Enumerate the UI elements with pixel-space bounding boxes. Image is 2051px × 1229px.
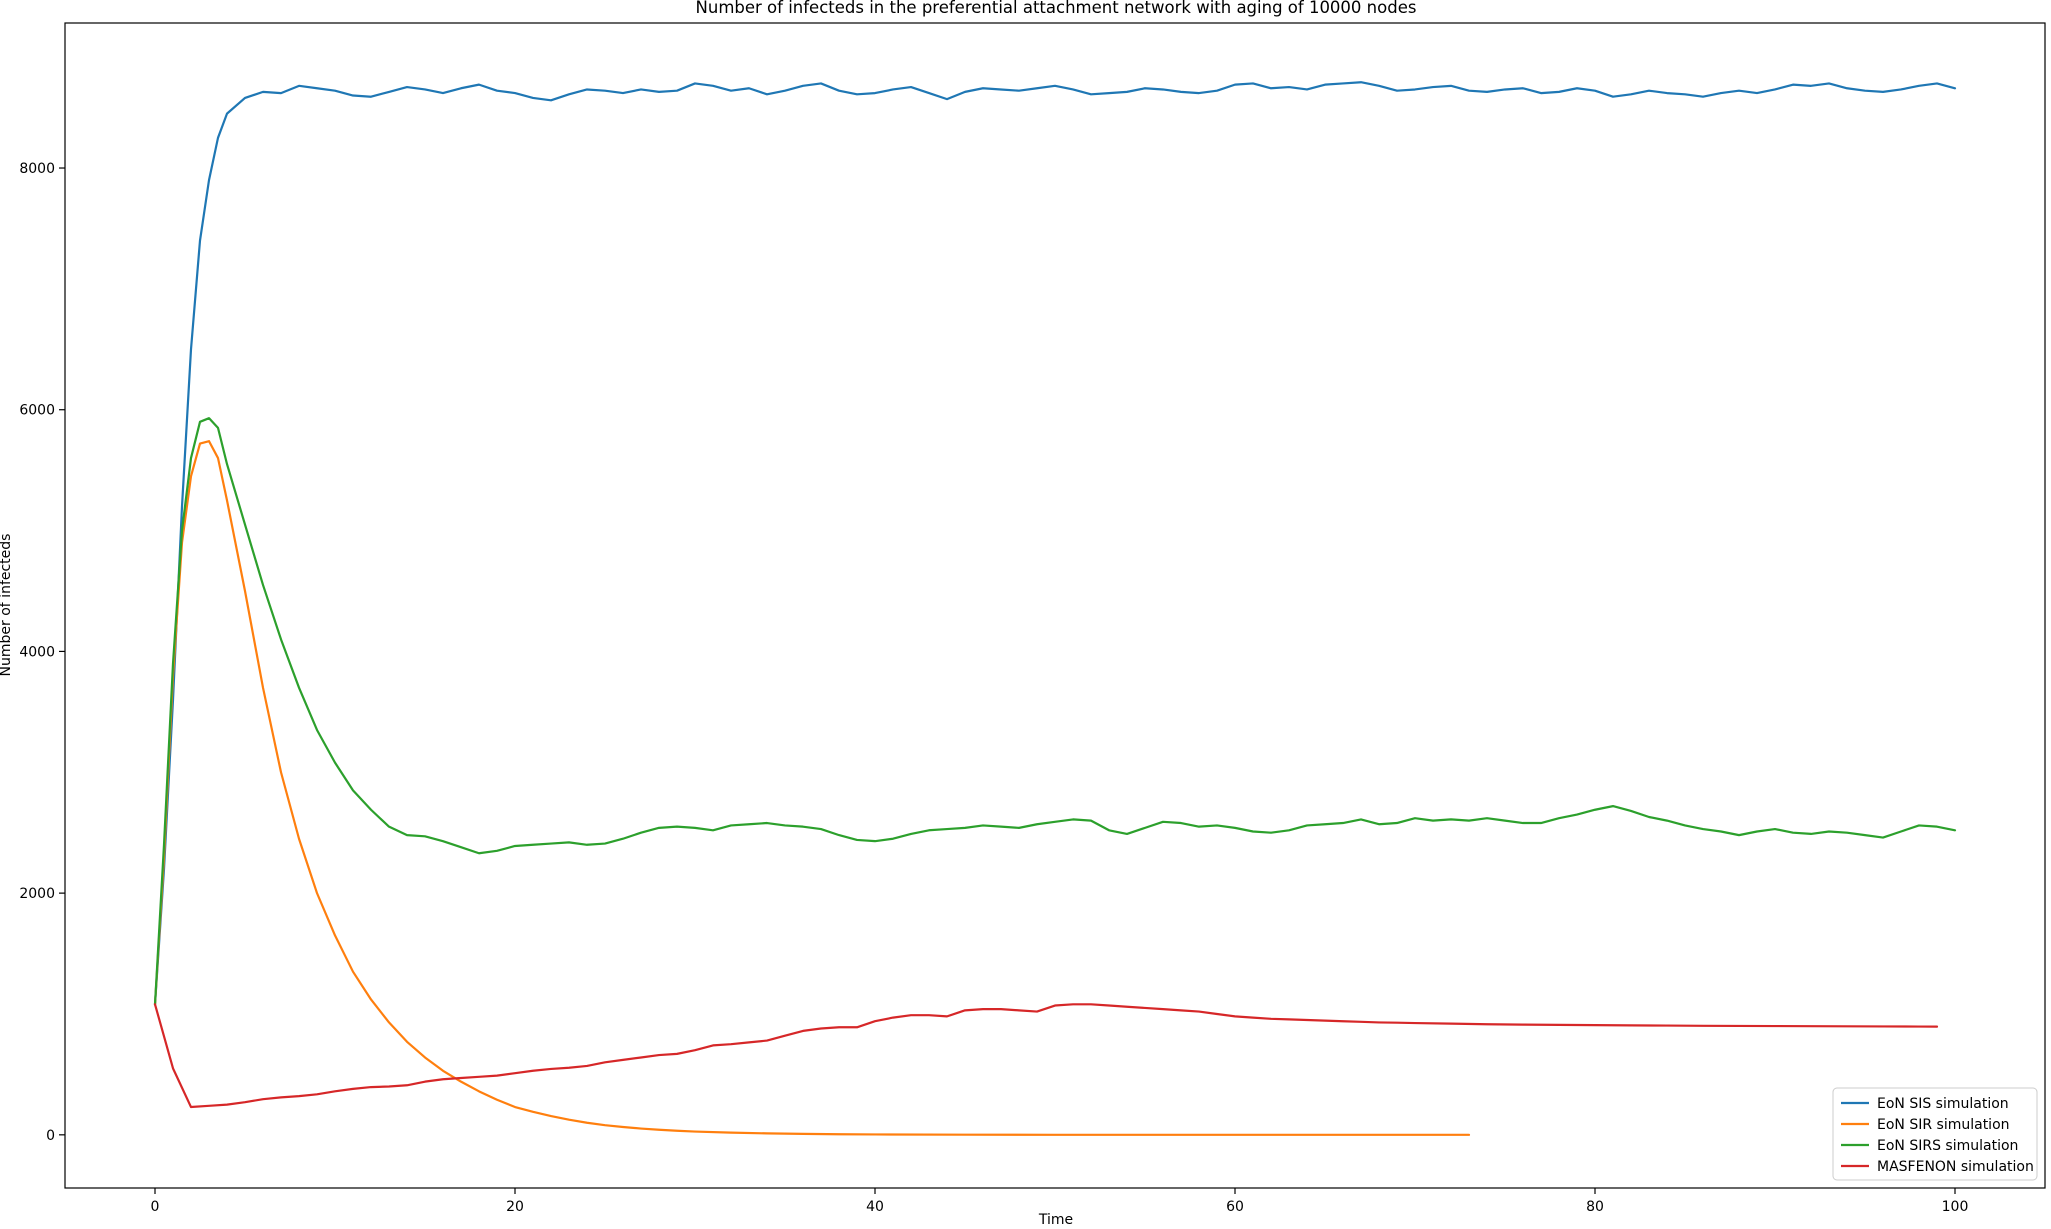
x-tick-label: 100 [1942,1199,1969,1215]
x-tick-label: 80 [1586,1199,1604,1215]
legend-entry: EoN SIRS simulation [1877,1138,2018,1154]
legend-entry: MASFENON simulation [1877,1159,2034,1175]
x-tick-label: 60 [1226,1199,1244,1215]
y-tick-label: 0 [46,1128,55,1144]
x-axis: 0 20 40 60 80 100 [151,1188,1969,1215]
legend-box [1832,1087,2038,1181]
series-layer [153,81,1957,1136]
x-tick-label: 40 [866,1199,884,1215]
series-line-1 [153,81,1957,1006]
y-tick-label: 2000 [19,886,55,902]
y-axis: 0 2000 4000 6000 8000 [19,161,65,1144]
plot-area-frame [64,22,2046,1189]
y-tick-label: 4000 [19,644,55,660]
chart-title: Number of infecteds in the preferential … [696,0,1417,17]
legend: EoN SIS simulation EoN SIR simulation EoN … [1832,1087,2038,1181]
y-tick-label: 8000 [19,161,55,177]
series-line-4 [153,1003,1939,1109]
x-tick-label: 0 [151,1199,160,1215]
series-line-3 [153,417,1957,1006]
legend-entry: EoN SIR simulation [1877,1117,2010,1133]
x-axis-label: Time [1038,1212,1073,1228]
y-axis-label: Number of infecteds [0,534,14,677]
x-tick-label: 20 [506,1199,524,1215]
series-line-2 [153,440,1471,1136]
y-tick-label: 6000 [19,403,55,419]
legend-entry: EoN SIS simulation [1877,1096,2009,1112]
